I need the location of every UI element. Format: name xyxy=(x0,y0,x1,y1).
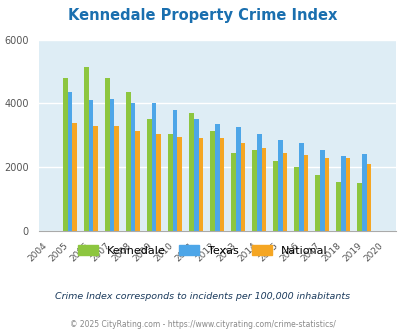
Bar xyxy=(231,153,235,231)
Bar xyxy=(366,164,370,231)
Bar xyxy=(214,124,219,231)
Bar xyxy=(114,126,119,231)
Bar xyxy=(356,183,361,231)
Bar xyxy=(303,155,307,231)
Bar xyxy=(68,92,72,231)
Bar xyxy=(361,154,366,231)
Bar xyxy=(219,139,224,231)
Bar xyxy=(189,113,194,231)
Bar xyxy=(210,130,214,231)
Bar xyxy=(194,119,198,231)
Bar xyxy=(294,167,298,231)
Bar xyxy=(336,182,340,231)
Bar xyxy=(240,143,245,231)
Bar xyxy=(345,158,350,231)
Bar xyxy=(168,134,173,231)
Text: Crime Index corresponds to incidents per 100,000 inhabitants: Crime Index corresponds to incidents per… xyxy=(55,292,350,301)
Bar xyxy=(173,110,177,231)
Legend: Kennedale, Texas, National: Kennedale, Texas, National xyxy=(74,241,331,260)
Bar xyxy=(109,99,114,231)
Bar xyxy=(89,100,93,231)
Bar xyxy=(315,175,319,231)
Bar xyxy=(235,127,240,231)
Bar xyxy=(84,67,89,231)
Bar xyxy=(277,140,282,231)
Bar xyxy=(147,119,151,231)
Bar xyxy=(324,158,328,231)
Bar xyxy=(319,150,324,231)
Bar xyxy=(177,137,182,231)
Bar xyxy=(72,122,77,231)
Bar xyxy=(273,161,277,231)
Bar xyxy=(340,156,345,231)
Bar xyxy=(105,78,109,231)
Bar xyxy=(282,153,286,231)
Bar xyxy=(63,78,68,231)
Bar xyxy=(130,103,135,231)
Bar xyxy=(93,126,98,231)
Bar xyxy=(135,130,140,231)
Bar xyxy=(256,134,261,231)
Bar xyxy=(151,103,156,231)
Bar xyxy=(261,148,266,231)
Bar xyxy=(198,139,202,231)
Bar xyxy=(252,150,256,231)
Bar xyxy=(156,134,161,231)
Text: Kennedale Property Crime Index: Kennedale Property Crime Index xyxy=(68,8,337,23)
Bar xyxy=(126,92,130,231)
Text: © 2025 CityRating.com - https://www.cityrating.com/crime-statistics/: © 2025 CityRating.com - https://www.city… xyxy=(70,320,335,329)
Bar xyxy=(298,143,303,231)
